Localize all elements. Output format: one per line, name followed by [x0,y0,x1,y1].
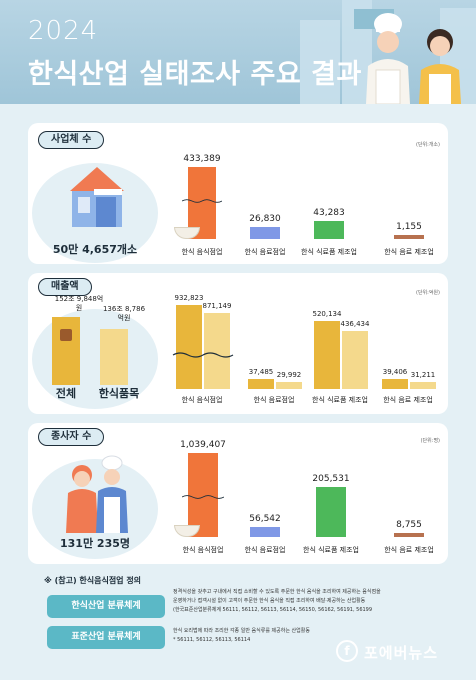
bar-category-label: 한식 음료점업 [244,248,286,256]
bar-value-total: 520,134 [312,310,342,318]
chefs-serving-icon [66,455,128,533]
chef-woman-icon [419,29,461,104]
industry-text-line: 운영하거나 접객시설 없이 고객이 주문한 한식 음식을 직접 조리하여 배달·… [173,598,366,604]
bar-category-label: 한식 음료점업 [253,396,295,404]
axis-break-mark [182,495,224,499]
sales-total-value: 152조 9,848억원 [54,295,104,312]
standard-definition-text: 한식 요리법에 따라 조리한 각종 일반 음식류를 제공하는 산업활동 * 56… [173,627,443,645]
sales-unit: (단위:억원) [416,290,440,296]
logo-mark-icon: f [336,640,358,662]
header-banner: 2024 한식산업 실태조사 주요 결과 [0,0,476,104]
businesses-total: 50만 4,657개소 [52,243,138,256]
bar [314,221,344,239]
bar-total [382,379,408,389]
bar-category-label: 한식 식료품 제조업 [312,396,368,404]
bar-category-label: 한식 식료품 제조업 [303,546,359,554]
standard-text-line: 한식 요리법에 따라 조리한 각종 일반 음식류를 제공하는 산업활동 [173,628,310,634]
bar-category-label: 한식 음식점업 [181,248,223,256]
report-year: 2024 [28,16,99,46]
bar [316,487,346,537]
sales-korean-value: 136조 8,786억원 [102,305,146,322]
sales-panel: 매출액 (단위:억원) 152조 9,848억원 전체 136조 8,786억원… [28,273,448,414]
bar-value-label: 26,830 [249,214,281,224]
logo-text: 포에버뉴스 [364,644,439,662]
bar [394,533,424,537]
page-title: 한식산업 실태조사 주요 결과 [28,59,362,90]
bar-category-label: 한식 음료 제조업 [384,546,434,554]
bar-value-label: 1,155 [396,222,422,232]
bar [250,527,280,537]
bar-value-korean: 871,149 [202,302,232,310]
sales-total-icon [60,329,72,341]
bar-value-korean: 31,211 [410,371,436,379]
bar-value-total: 932,823 [174,294,204,302]
bar-category-label: 한식 음료 제조업 [384,248,434,256]
bar-category-label: 한식 음식점업 [182,546,224,554]
bar-category-label: 한식 음료점업 [244,546,286,554]
chef-man-icon [366,13,410,104]
bar-category-label: 한식 음료 제조업 [383,396,433,404]
bar-value-label: 1,039,407 [180,440,226,450]
bar [394,235,424,239]
building-silhouette [300,20,340,104]
bar-value-korean: 436,434 [340,320,370,328]
employees-total: 131만 235명 [60,537,130,550]
bar-category-label: 한식 식료품 제조업 [301,248,357,256]
bar-korean [204,313,230,389]
bar-total [248,379,274,389]
sales-korean-bar [100,329,128,385]
sales-total-bar [52,317,80,385]
bar-value-total: 39,406 [382,368,408,376]
employees-unit: (단위:명) [420,438,440,444]
bar-value-label: 56,542 [249,514,281,524]
definition-title: ※ (참고) 한식음식점업 정의 [44,576,142,585]
standard-classification-button[interactable]: 표준산업 분류체계 [47,626,165,649]
bar-value-label: 43,283 [313,208,345,218]
bar [188,453,218,537]
bar-value-label: 8,755 [396,520,422,530]
bar-value-korean: 29,992 [276,371,302,379]
sales-section-label: 매출액 [38,278,92,296]
industry-text-line: 정격식성을 갖추고 구내에서 직접 소비할 수 있도록 주문한 한식 음식을 조… [173,589,381,595]
bar-korean [410,382,436,389]
employees-panel: 종사자 수 (단위:명) 131만 235명 1,039,407 한식 음식점업 5… [28,423,448,564]
industry-text-line: (한국표준산업분류체계 56111, 56112, 56113, 56114, … [173,607,373,613]
axis-break-mark [172,352,234,358]
bar-total [314,321,340,389]
sales-korean-label: 한식품목 [98,387,140,400]
bar-value-label: 433,389 [183,154,221,164]
businesses-unit: (단위:개소) [416,142,440,148]
bar-korean [342,331,368,389]
bar-value-label: 205,531 [312,474,350,484]
businesses-section-label: 사업체 수 [38,131,105,149]
bar [250,227,280,239]
sales-total-label: 전체 [55,387,77,400]
axis-break-mark [182,199,222,203]
bar-korean [276,382,302,389]
industry-classification-button[interactable]: 한식산업 분류체계 [47,595,165,618]
standard-text-line: * 56111, 56112, 56113, 56114 [173,637,251,643]
bar-total [176,305,202,389]
businesses-panel: 사업체 수 (단위:개소) 50만 4,657개소 433,389 한식 음식점업… [28,123,448,264]
industry-definition-text: 정격식성을 갖추고 구내에서 직접 소비할 수 있도록 주문한 한식 음식을 조… [173,588,443,615]
shop-building-icon [70,167,124,227]
bar-value-total: 37,485 [248,368,274,376]
bar-category-label: 한식 음식점업 [181,396,223,404]
employees-section-label: 종사자 수 [38,428,105,446]
